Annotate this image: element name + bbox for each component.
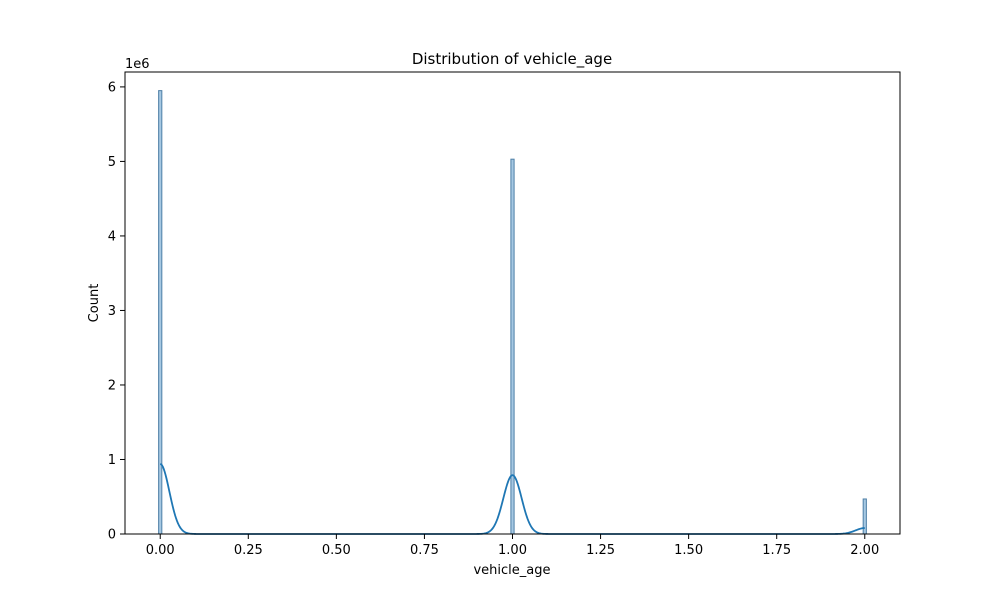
y-tick-label: 6 (108, 80, 116, 95)
x-tick-label: 0.25 (234, 543, 263, 558)
y-tick-label: 1 (108, 453, 116, 468)
y-tick-label: 5 (108, 155, 116, 170)
chart-title: Distribution of vehicle_age (412, 50, 612, 69)
x-tick-label: 0.00 (146, 543, 175, 558)
x-tick-label: 1.50 (674, 543, 703, 558)
histogram-bar-1 (510, 158, 515, 535)
x-tick-label: 1.00 (498, 543, 527, 558)
y-tick-label: 4 (108, 229, 116, 244)
x-tick-label: 1.25 (586, 543, 615, 558)
x-tick-label: 1.75 (762, 543, 791, 558)
x-tick-label: 0.75 (410, 543, 439, 558)
y-tick-label: 2 (108, 378, 116, 393)
y-axis-label: Count (87, 284, 102, 323)
x-tick-label: 2.00 (850, 543, 879, 558)
histogram-bar-0 (158, 90, 163, 535)
y-tick-label: 0 (108, 528, 116, 543)
y-offset-label: 1e6 (125, 57, 150, 72)
y-tick-label: 3 (108, 304, 116, 319)
x-axis-label: vehicle_age (473, 563, 550, 578)
x-tick-label: 0.50 (322, 543, 351, 558)
